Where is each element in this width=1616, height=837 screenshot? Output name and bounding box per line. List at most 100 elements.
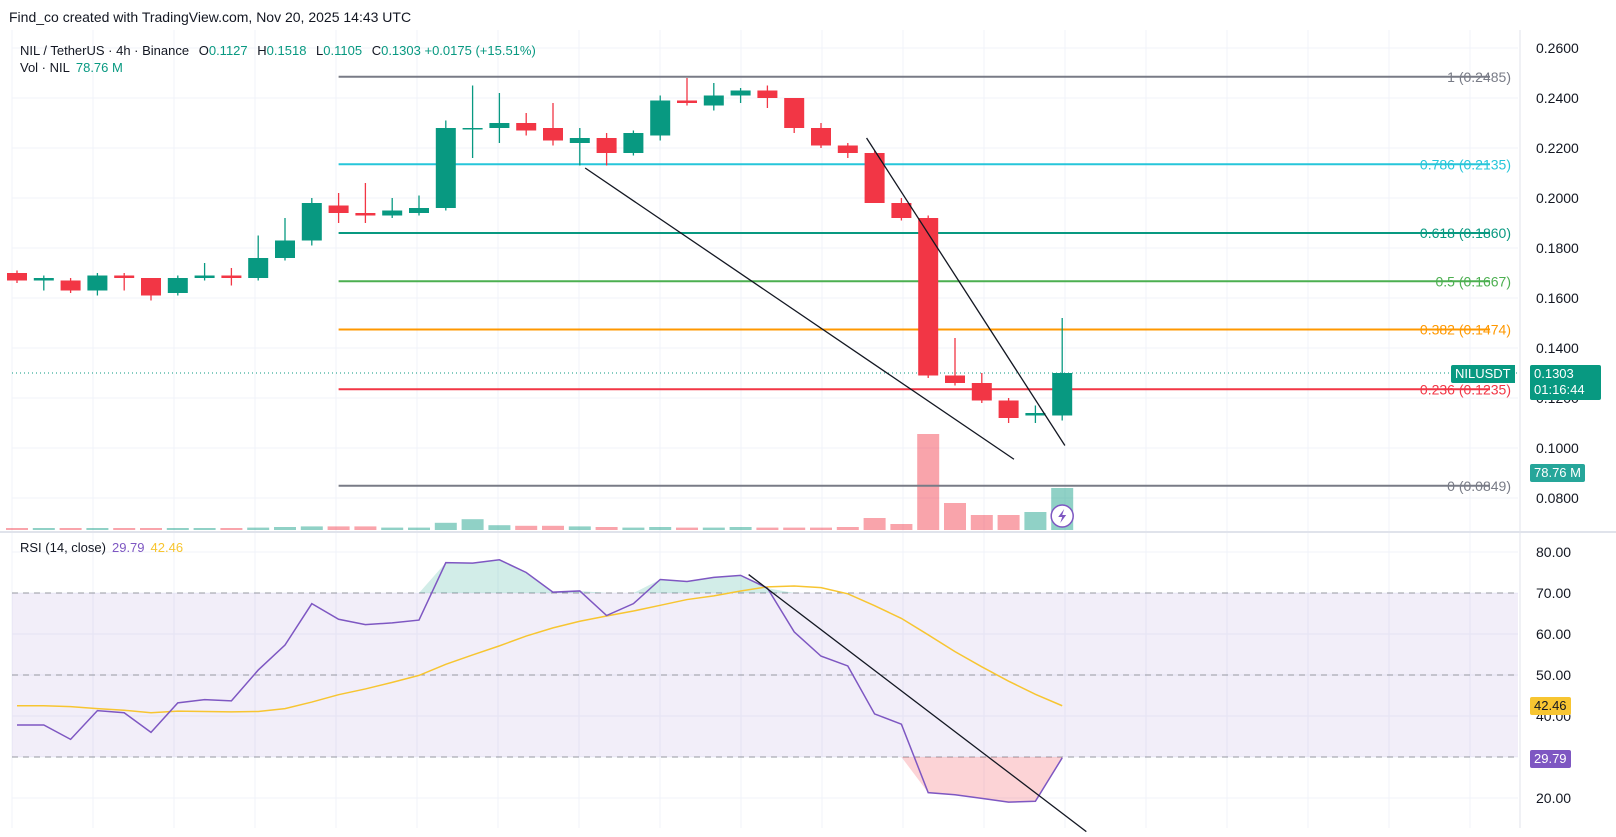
close-value: 0.1303 [381,43,421,58]
rsi-oversold-fill [17,757,1063,803]
candle-body [703,95,724,106]
volume-bar [434,522,457,530]
rsi-label: RSI (14, close) [20,540,106,555]
candle-body [918,218,939,376]
ohlc-legend: NIL / TetherUS · 4h · Binance O0.1127 H0… [20,41,536,60]
trendline [584,167,1015,460]
close-label: C [371,43,382,58]
volume-bar [890,524,913,530]
low-label: L [316,43,324,58]
volume-bar [970,515,993,530]
attribution-text: Find_co created with TradingView.com, No… [9,9,412,25]
rsi-tick-label: 70.00 [1536,585,1571,601]
fib-level-label: 0.5 (0.1667) [1436,273,1512,289]
fib-level-label: 0.236 (0.1235) [1420,381,1511,397]
candle-body [1025,413,1046,416]
candle-body [864,153,885,203]
volume-bar [354,526,377,530]
candle-body [650,100,671,136]
open-value: 0.1127 [208,43,248,58]
volume-bar [944,503,966,530]
price-trendlines [584,137,1066,460]
price-tick-label: 0.1000 [1536,440,1579,456]
symbol-label: NIL / TetherUS · 4h · Binance [20,43,190,58]
candle-body [998,400,1019,418]
rsi-line [17,559,1063,803]
rsi-trendline [748,574,1087,833]
volume-bar [649,527,672,530]
candle-body [837,145,858,153]
volume-bar [568,526,591,530]
candle-body [409,208,429,213]
fib-level-label: 1 (0.2485) [1447,69,1511,85]
low-value: 0.1105 [323,43,363,58]
volume-bar [1024,512,1047,530]
candle-body [784,98,805,128]
trendline [866,137,1066,446]
price-tick-label: 0.0800 [1536,490,1579,506]
rsi-ma-line [17,585,1063,714]
volume-legend: Vol · NIL 78.76 M [20,60,123,75]
volume-bar [220,528,243,530]
candle-body [141,278,161,296]
volume-bar [381,527,404,530]
price-tick-label: 0.1400 [1536,340,1579,356]
volume-bar [836,527,859,530]
volume-bar [113,528,136,530]
rsi-legend-value: 29.79 [111,540,145,555]
rsi-legend: RSI (14, close) 29.79 42.46 [20,540,183,555]
fib-level-label: 0.382 (0.1474) [1420,322,1511,338]
volume-bar [702,527,725,530]
candle-body [355,213,376,216]
candle-body [516,123,537,131]
volume-bar [542,525,564,530]
volume-bar [810,527,832,530]
volume-bar [166,528,189,530]
fib-level-label: 0.786 (0.2135) [1420,156,1511,172]
candle-body [87,275,108,291]
symbol-tag: NILUSDT [1451,365,1515,383]
volume-bar [622,527,645,530]
fibonacci-retracement: 1 (0.2485) 0.786 (0.2135) 0.618 (0.1860) 0.… [338,69,1512,494]
volume-bar [997,515,1020,530]
candle-body [435,128,456,208]
candle-body [167,278,188,293]
candle-body [33,278,54,281]
lightning-icon [1058,509,1067,523]
candle-body [489,123,510,128]
volume-bar [729,527,752,530]
candle-body [730,90,751,96]
candle-body [891,203,912,218]
candle-body [945,375,965,383]
fib-level-label: 0.618 (0.1860) [1420,225,1511,241]
rsi-ma-tag: 42.46 [1530,697,1571,715]
volume-bar [461,519,484,530]
candle-body [543,128,563,141]
volume-tag: 78.76 M [1530,464,1585,482]
volume-bar [408,527,430,530]
fib-level-label: 0 (0.0849) [1447,478,1511,494]
volume-label: Vol · NIL [20,60,70,75]
candle-body [569,138,590,143]
volume-bar [6,528,28,530]
candle-body [971,383,992,401]
rsi-overbought-fill [17,559,1063,593]
candle-body [328,205,349,213]
volume-bar [863,518,886,530]
volume-bar [515,525,538,530]
candle-body [221,275,242,278]
high-value: 0.1518 [266,43,307,58]
candle-body [623,133,644,153]
candle-body [596,138,617,153]
rsi-tag: 29.79 [1530,750,1571,768]
volume-bar [595,527,618,530]
candle-body [7,273,27,281]
rsi-tick-label: 60.00 [1536,626,1571,642]
volume-bar [676,527,698,530]
high-label: H [257,43,267,58]
candle-body [301,203,322,241]
volume-bar [488,525,511,530]
price-tick-label: 0.2000 [1536,190,1579,206]
candle-body [248,258,269,278]
